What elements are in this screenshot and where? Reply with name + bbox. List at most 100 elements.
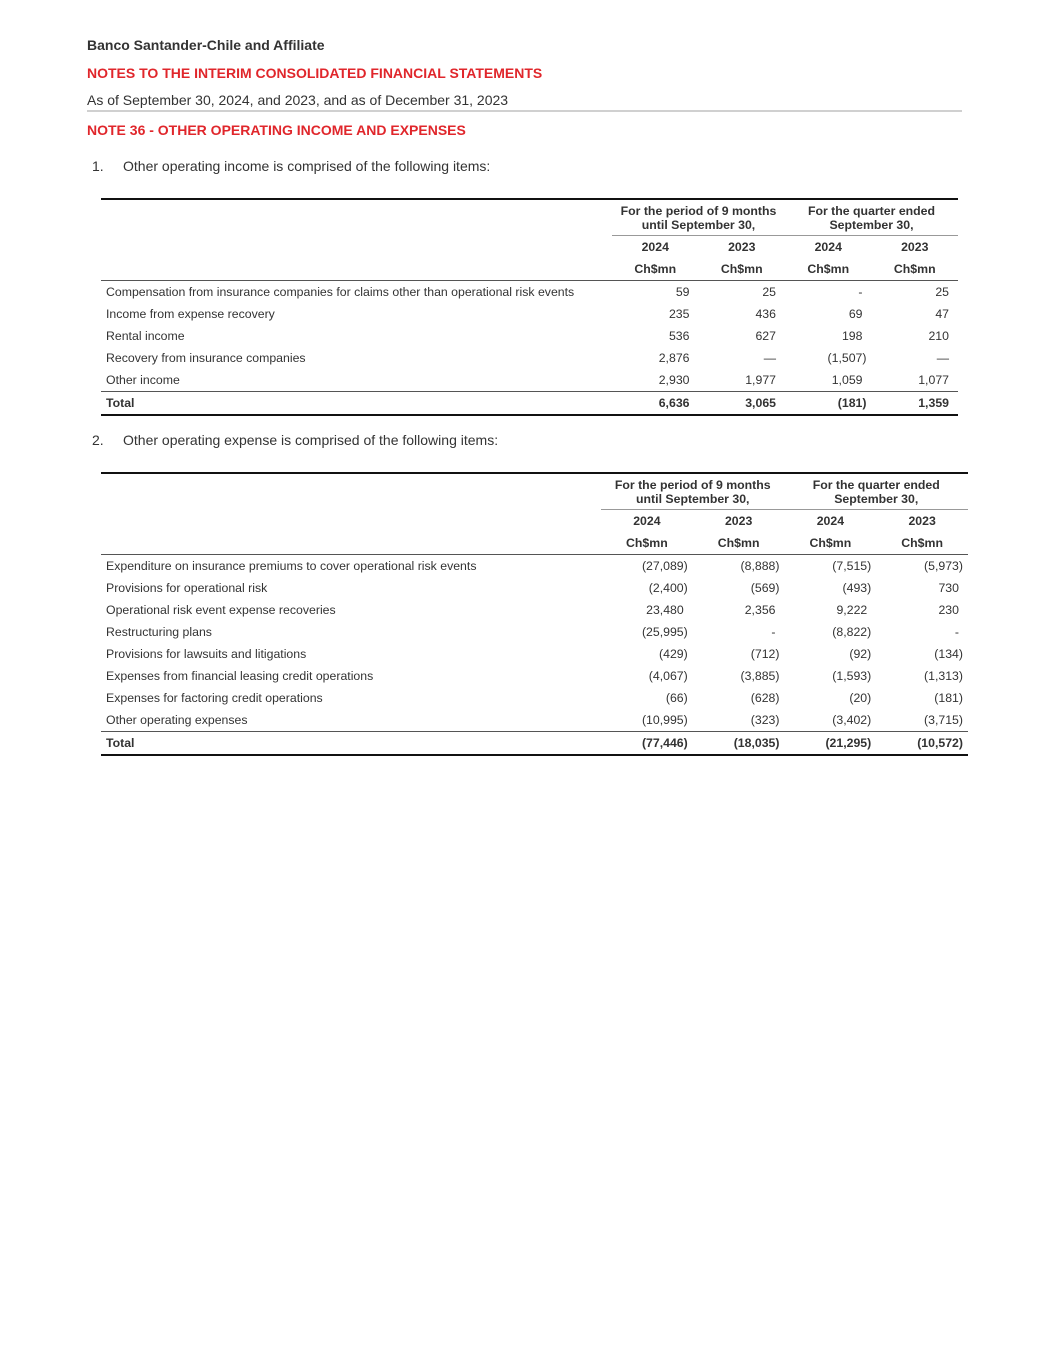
value: 2,356 [744, 603, 776, 617]
unit: Ch$mn [692, 532, 785, 555]
value: 47 [935, 307, 949, 321]
label: Provisions for operational risk [106, 581, 268, 595]
thead: For the period of 9 months until Septembe… [101, 198, 958, 281]
thead: For the period of 9 months until Septembe… [101, 472, 968, 555]
value: (712) [750, 647, 780, 661]
value: (628) [750, 691, 780, 705]
label: Total [101, 731, 601, 756]
row: Other operating expenses (10,995) (323) (3,… [101, 709, 968, 732]
group-row: For the period of 9 months until Septembe… [101, 472, 968, 510]
value: (92) [849, 647, 872, 661]
item-number: 1. [92, 158, 104, 174]
year-row: 2024 2023 2024 2023 [101, 236, 958, 259]
value: 235 [668, 307, 690, 321]
row: Compensation from insurance companies fo… [101, 281, 958, 304]
value: (5,973) [924, 559, 963, 573]
value: (3,402) [832, 713, 872, 727]
label: Rental income [106, 329, 185, 343]
row: Other income 2,930 1,977 1,059 1,077 [101, 369, 958, 392]
company: Banco Santander-Chile and Affiliate [87, 37, 325, 53]
value: (10,995) [641, 713, 688, 727]
period: As of September 30, 2024, and 2023, and … [87, 92, 509, 108]
unit: Ch$mn [612, 258, 699, 281]
value: 1,359 [871, 391, 958, 416]
value: - [954, 625, 959, 639]
group-header-line: For the quarter ended [807, 204, 936, 218]
value: (323) [750, 713, 780, 727]
value: (181) [785, 391, 872, 416]
row: Recovery from insurance companies 2,876 — (… [101, 347, 958, 369]
label: Restructuring plans [106, 625, 212, 639]
value: 1,077 [918, 373, 949, 387]
value: 25 [762, 285, 776, 299]
value: (3,715) [924, 713, 963, 727]
total-row: Total (77,446) (18,035) (21,295) (10,572) [101, 731, 968, 756]
group-header-line: For the quarter ended [812, 478, 940, 492]
unit-row: Ch$mn Ch$mn Ch$mn Ch$mn [101, 532, 968, 555]
unit: Ch$mn [601, 532, 693, 555]
value: 627 [755, 329, 776, 343]
label: Expenses for factoring credit operations [106, 691, 323, 705]
unit: Ch$mn [876, 532, 968, 555]
group-header-line: until September 30, [641, 218, 756, 232]
value: (2,400) [648, 581, 688, 595]
value: (134) [934, 647, 963, 661]
unit: Ch$mn [698, 258, 785, 281]
value: — [936, 351, 949, 365]
value: - [771, 625, 776, 639]
value: 6,636 [612, 391, 699, 416]
label: Recovery from insurance companies [106, 351, 306, 365]
value: (8,888) [740, 559, 780, 573]
item-number: 2. [92, 432, 104, 448]
group-header-line: September 30, [829, 218, 914, 232]
intro: 2. Other operating expense is comprised o… [92, 432, 498, 448]
group-header: For the quarter ended September 30, [784, 472, 968, 510]
year: 2024 [814, 240, 842, 254]
blank [101, 472, 601, 510]
unit: Ch$mn [784, 532, 877, 555]
value: (569) [750, 581, 780, 595]
row: Income from expense recovery 235 436 69 47 [101, 303, 958, 325]
value: (8,822) [832, 625, 872, 639]
year-row: 2024 2023 2024 2023 [101, 510, 968, 533]
note-title: NOTE 36 - OTHER OPERATING INCOME AND EXP… [87, 122, 466, 138]
value: - [858, 285, 863, 299]
value: — [763, 351, 776, 365]
value: 25 [935, 285, 949, 299]
year: 2024 [641, 240, 669, 254]
intro-text: Other operating expense is comprised of … [123, 432, 499, 448]
value: (66) [665, 691, 688, 705]
value: (1,313) [924, 669, 963, 683]
value: 1,059 [831, 373, 863, 387]
value: 198 [841, 329, 863, 343]
intro-text: Other operating income is comprised of t… [123, 158, 491, 174]
row: Rental income 536 627 198 210 [101, 325, 958, 347]
notes-title: NOTES TO THE INTERIM CONSOLIDATED FINANC… [87, 65, 543, 81]
row: Expenses for factoring credit operations… [101, 687, 968, 709]
group-header: For the period of 9 months until Septembe… [612, 198, 785, 236]
label: Total [101, 391, 612, 416]
group-header: For the quarter ended September 30, [785, 198, 958, 236]
year: 2023 [908, 514, 936, 528]
unit-row: Ch$mn Ch$mn Ch$mn Ch$mn [101, 258, 958, 281]
row: Operational risk event expense recoverie… [101, 599, 968, 621]
value: 230 [938, 603, 959, 617]
value: (27,089) [641, 559, 688, 573]
year: 2024 [633, 514, 661, 528]
value: 59 [675, 285, 690, 299]
blank [101, 258, 612, 281]
group-header-line: For the period of 9 months [614, 478, 771, 492]
blank [101, 236, 612, 259]
value: (20) [849, 691, 872, 705]
year: 2024 [816, 514, 845, 528]
group-header-line: For the period of 9 months [620, 204, 777, 218]
label: Income from expense recovery [106, 307, 275, 321]
tbody: Expenditure on insurance premiums to cov… [101, 555, 968, 756]
value: (77,446) [601, 731, 693, 756]
divider [87, 110, 962, 112]
value: (1,593) [832, 669, 872, 683]
row: Provisions for lawsuits and litigations (… [101, 643, 968, 665]
row: Restructuring plans (25,995) - (8,822) - [101, 621, 968, 643]
value: (10,572) [876, 731, 968, 756]
